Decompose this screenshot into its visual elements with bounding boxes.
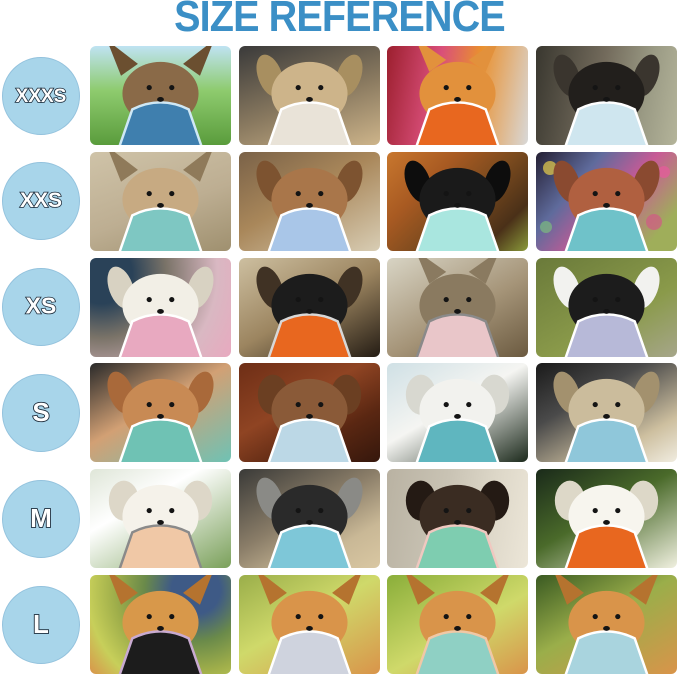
svg-text:XS: XS xyxy=(26,293,57,319)
svg-text:M: M xyxy=(30,503,52,533)
svg-text:XXXS: XXXS xyxy=(16,86,67,107)
svg-text:XXS: XXS xyxy=(20,189,62,212)
svg-text:L: L xyxy=(33,609,49,639)
svg-text:S: S xyxy=(32,397,49,427)
